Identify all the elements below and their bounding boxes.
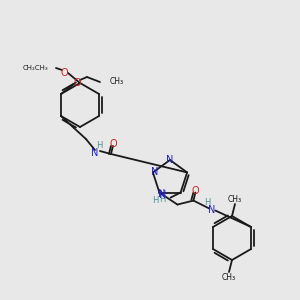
- Text: H: H: [96, 142, 102, 151]
- Text: N: N: [91, 148, 99, 158]
- Text: O: O: [60, 68, 68, 78]
- Text: N: N: [208, 205, 215, 214]
- Text: N: N: [159, 190, 166, 200]
- Text: O: O: [73, 78, 81, 88]
- Text: CH₃: CH₃: [228, 194, 242, 203]
- Text: N: N: [151, 167, 159, 177]
- Text: CH₃: CH₃: [222, 272, 236, 281]
- Text: O: O: [109, 139, 117, 149]
- Text: H: H: [152, 196, 159, 205]
- Text: CH₃: CH₃: [110, 77, 124, 86]
- Text: N: N: [158, 189, 165, 199]
- Text: H: H: [159, 195, 166, 204]
- Text: N: N: [166, 155, 174, 165]
- Text: H: H: [204, 198, 211, 207]
- Text: CH₂CH₃: CH₂CH₃: [22, 65, 48, 71]
- Text: O: O: [192, 186, 199, 196]
